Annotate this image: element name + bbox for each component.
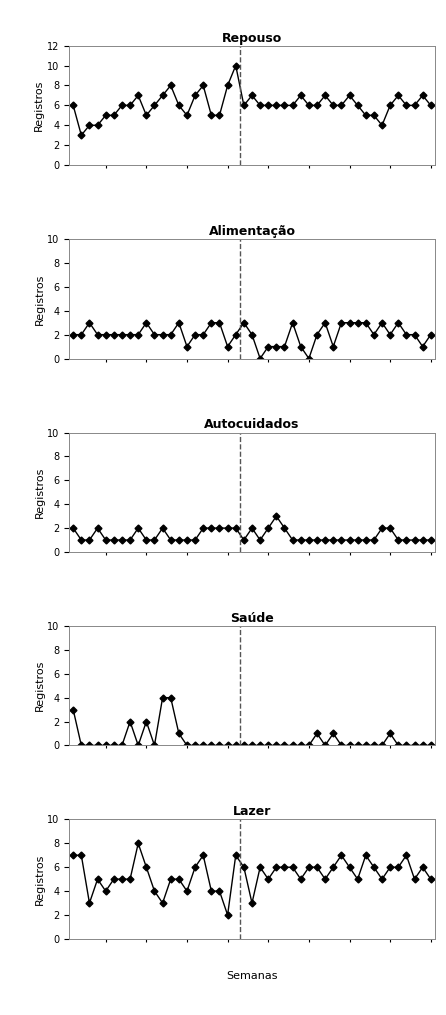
Title: Saúde: Saúde — [230, 612, 274, 625]
Y-axis label: Registros: Registros — [34, 660, 45, 712]
Title: Alimentação: Alimentação — [208, 225, 296, 238]
Title: Autocuidados: Autocuidados — [204, 418, 300, 431]
Y-axis label: Registros: Registros — [34, 467, 45, 518]
Y-axis label: Registros: Registros — [34, 854, 45, 904]
Y-axis label: Registros: Registros — [34, 273, 45, 325]
Title: Repouso: Repouso — [222, 31, 282, 45]
Text: Semanas: Semanas — [226, 971, 278, 982]
Y-axis label: Registros: Registros — [34, 80, 44, 131]
Title: Lazer: Lazer — [233, 805, 271, 818]
